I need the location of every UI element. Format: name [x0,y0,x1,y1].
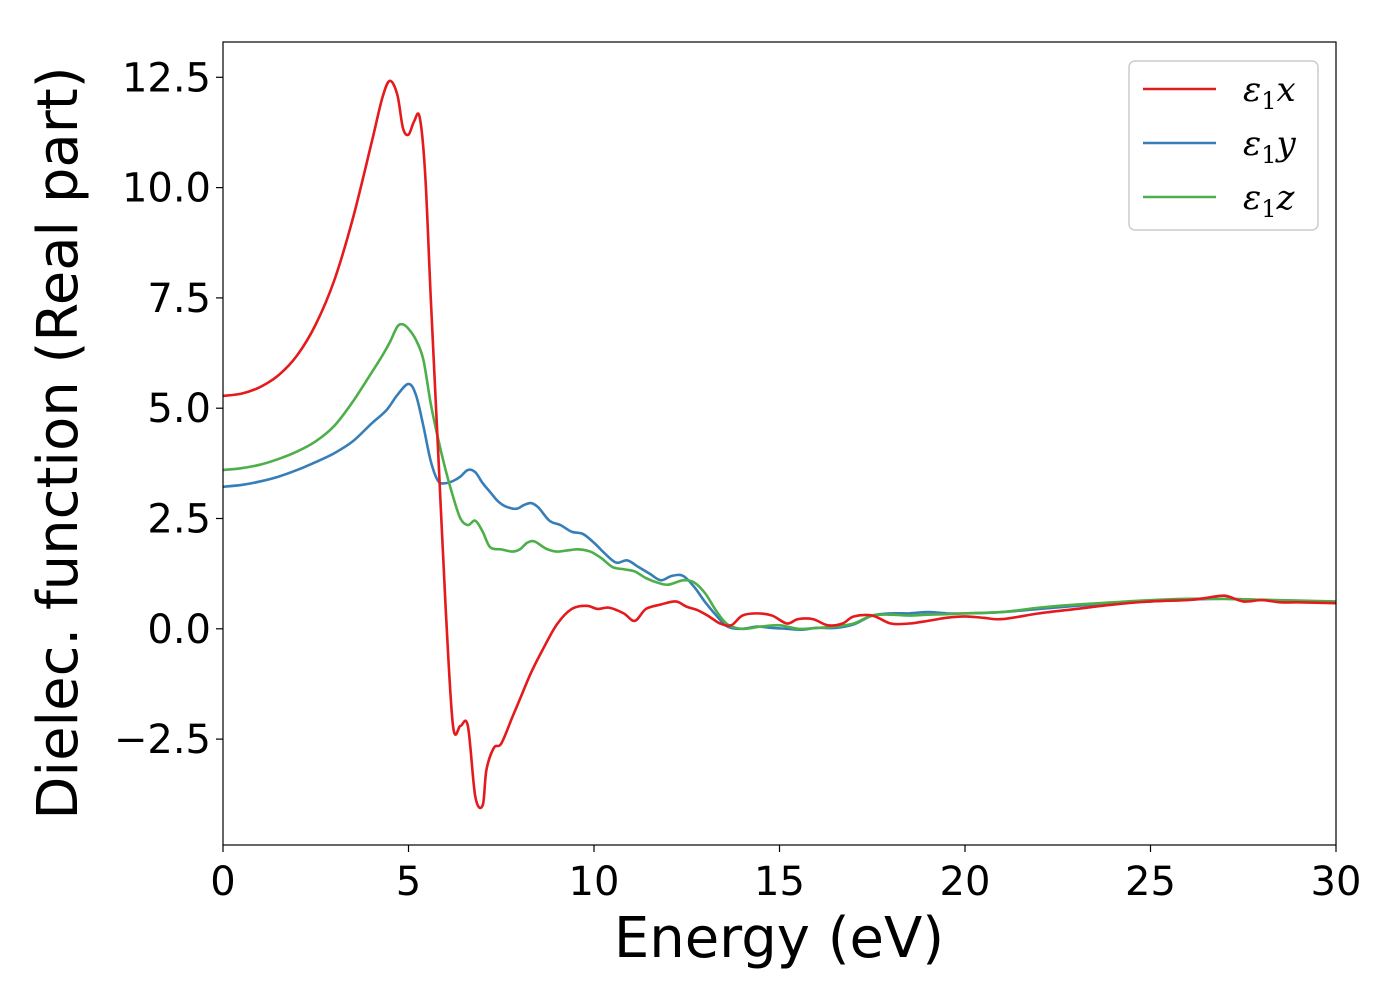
x-tick-label: 15 [754,859,805,905]
legend-subscript: 1 [1261,87,1276,115]
y-axis: −2.5 0.0 2.5 5.0 7.5 10.0 12.5 [114,55,223,763]
legend-label-y: ε1y [1243,124,1297,169]
y-tick-label: 7.5 [147,276,211,322]
y-axis-label: Dielec. function (Real part) [26,66,91,819]
legend-symbol: ε [1243,70,1261,110]
legend-component: z [1276,178,1296,218]
x-axis-label: Energy (eV) [614,906,944,971]
legend-component: y [1275,124,1297,164]
series-layer [222,79,1337,810]
y-tick-label: 0.0 [147,607,211,653]
y-tick-label: 10.0 [122,166,211,212]
legend-subscript: 1 [1261,141,1276,169]
x-tick-label: 0 [210,859,235,905]
legend-symbol: ε [1243,124,1261,164]
x-tick-label: 5 [396,859,421,905]
legend-symbol: ε [1243,178,1261,218]
legend-box [1128,60,1319,231]
legend-component: x [1277,70,1296,110]
x-tick-label: 30 [1311,859,1362,905]
y-tick-label: −2.5 [114,717,211,763]
x-axis: 0 5 10 15 20 25 30 [210,845,1361,905]
legend-label-z: ε1z [1243,178,1296,223]
x-tick-label: 10 [569,859,620,905]
x-tick-label: 25 [1125,859,1176,905]
series-line-y [222,382,1337,632]
y-tick-label: 5.0 [147,386,211,432]
y-tick-label: 12.5 [122,55,211,101]
legend-label-x: ε1x [1243,70,1296,115]
series-line-x [222,79,1337,810]
x-tick-label: 20 [940,859,991,905]
y-tick-label: 2.5 [147,497,211,543]
legend-subscript: 1 [1261,195,1276,223]
series-line-z [222,322,1337,631]
